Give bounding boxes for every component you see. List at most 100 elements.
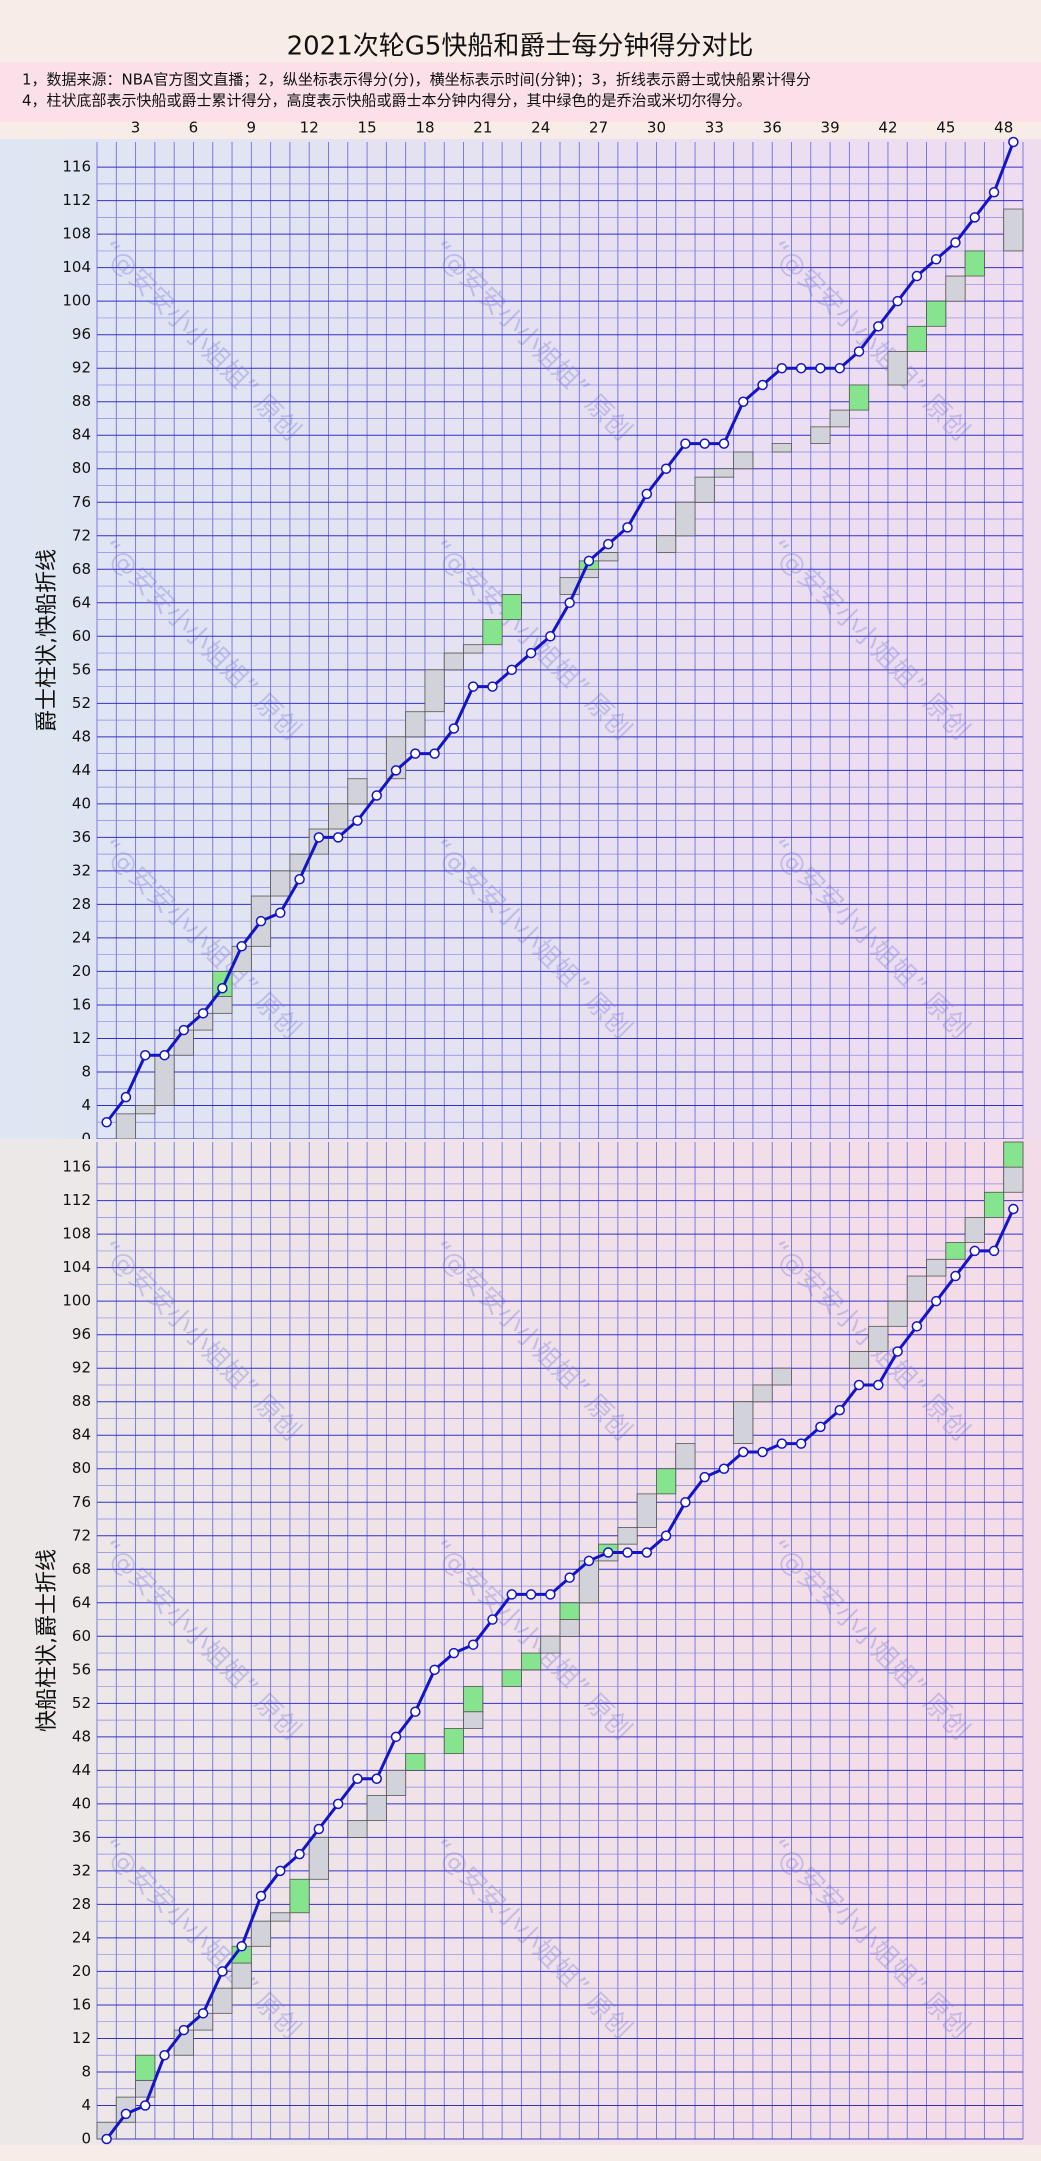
y-tick-label: 84 bbox=[72, 1426, 91, 1444]
bar bbox=[135, 2054, 156, 2081]
y-tick-label: 40 bbox=[72, 794, 91, 812]
bar bbox=[289, 1878, 310, 1914]
y-tick-label: 92 bbox=[72, 359, 91, 377]
point bbox=[139, 1049, 151, 1061]
point bbox=[757, 1446, 768, 1458]
bar bbox=[385, 1769, 407, 1796]
y-tick-label: 88 bbox=[72, 1392, 91, 1410]
y-tick-label: 24 bbox=[72, 1928, 91, 1946]
point bbox=[564, 1572, 575, 1583]
point bbox=[738, 1446, 749, 1458]
point bbox=[332, 832, 344, 843]
point bbox=[371, 790, 382, 801]
x-tick-label: 15 bbox=[358, 119, 377, 137]
point bbox=[236, 941, 247, 952]
point bbox=[390, 1731, 402, 1743]
bar bbox=[733, 451, 754, 470]
y-tick-label: 104 bbox=[62, 1258, 91, 1276]
point bbox=[930, 1295, 942, 1307]
point bbox=[275, 907, 286, 919]
point bbox=[950, 237, 961, 248]
point bbox=[487, 1614, 498, 1625]
point bbox=[988, 187, 1000, 198]
bar bbox=[887, 1300, 908, 1327]
point bbox=[602, 1547, 614, 1558]
bar bbox=[270, 870, 291, 897]
point bbox=[313, 1823, 325, 1835]
y-tick-label: 12 bbox=[72, 2029, 91, 2047]
y-tick-label: 92 bbox=[72, 1359, 91, 1377]
bar bbox=[771, 443, 792, 453]
note: 1，数据来源：NBA官方图文直播；2，纵坐标表示得分(分)，横坐标表示时间(分钟… bbox=[22, 71, 811, 89]
point bbox=[101, 1116, 112, 1128]
y-tick-label: 84 bbox=[72, 426, 91, 444]
bar bbox=[926, 1258, 947, 1277]
y-tick-label: 80 bbox=[72, 459, 91, 477]
bar bbox=[617, 1526, 638, 1545]
bar bbox=[1003, 1166, 1024, 1193]
point bbox=[217, 1966, 228, 1977]
point bbox=[101, 2133, 112, 2145]
point bbox=[352, 815, 363, 826]
point bbox=[525, 647, 537, 659]
bar bbox=[887, 351, 908, 386]
point bbox=[525, 1589, 537, 1600]
notes-band bbox=[0, 62, 1041, 122]
bar bbox=[328, 803, 349, 830]
bar bbox=[463, 1686, 484, 1713]
y-tick-label: 108 bbox=[62, 1225, 91, 1243]
point bbox=[236, 1941, 247, 1952]
y-tick-label: 0 bbox=[81, 1130, 91, 1148]
x-tick-label: 18 bbox=[415, 119, 434, 137]
bar bbox=[250, 1920, 272, 1947]
chart-title: 2021次轮G5快船和爵士每分钟得分对比 bbox=[287, 32, 754, 62]
bar bbox=[463, 644, 484, 654]
x-tick-label: 27 bbox=[589, 119, 608, 137]
x-tick-label: 48 bbox=[994, 119, 1013, 137]
point bbox=[178, 1024, 190, 1036]
bar bbox=[405, 1753, 426, 1771]
point bbox=[487, 681, 498, 692]
y-tick-label: 4 bbox=[81, 1096, 91, 1114]
y-tick-label: 108 bbox=[62, 225, 91, 243]
y-tick-label: 24 bbox=[72, 928, 91, 946]
y-tick-label: 32 bbox=[72, 861, 91, 879]
bar bbox=[675, 1443, 696, 1470]
point bbox=[660, 463, 672, 474]
x-tick-label: 45 bbox=[936, 119, 955, 137]
bar bbox=[540, 1635, 561, 1654]
point bbox=[197, 2008, 209, 2019]
bar bbox=[984, 1191, 1005, 1218]
y-tick-label: 28 bbox=[72, 1895, 91, 1913]
bar bbox=[945, 275, 966, 302]
point bbox=[622, 1547, 633, 1558]
bar bbox=[443, 1728, 464, 1755]
point bbox=[583, 1555, 595, 1567]
point bbox=[467, 681, 479, 692]
point bbox=[969, 1245, 981, 1257]
y-tick-label: 112 bbox=[62, 191, 91, 209]
bar bbox=[1003, 1141, 1024, 1168]
bar bbox=[829, 409, 850, 428]
point bbox=[815, 1421, 826, 1433]
point bbox=[911, 270, 923, 282]
point bbox=[313, 832, 325, 843]
point bbox=[911, 1321, 923, 1332]
line bbox=[105, 141, 1015, 1124]
point bbox=[602, 538, 614, 550]
point bbox=[892, 295, 903, 307]
point bbox=[545, 1589, 556, 1600]
point bbox=[795, 1438, 807, 1449]
point bbox=[506, 1589, 518, 1600]
point bbox=[930, 254, 942, 265]
point bbox=[178, 2024, 190, 2036]
point bbox=[159, 1049, 170, 1061]
bar bbox=[906, 325, 927, 352]
point bbox=[275, 1865, 286, 1877]
point bbox=[950, 1270, 961, 1282]
y-tick-label: 60 bbox=[72, 1627, 91, 1645]
bar bbox=[733, 1401, 754, 1445]
point bbox=[217, 982, 228, 994]
y-tick-label: 36 bbox=[72, 1828, 91, 1846]
bar bbox=[636, 1493, 657, 1528]
